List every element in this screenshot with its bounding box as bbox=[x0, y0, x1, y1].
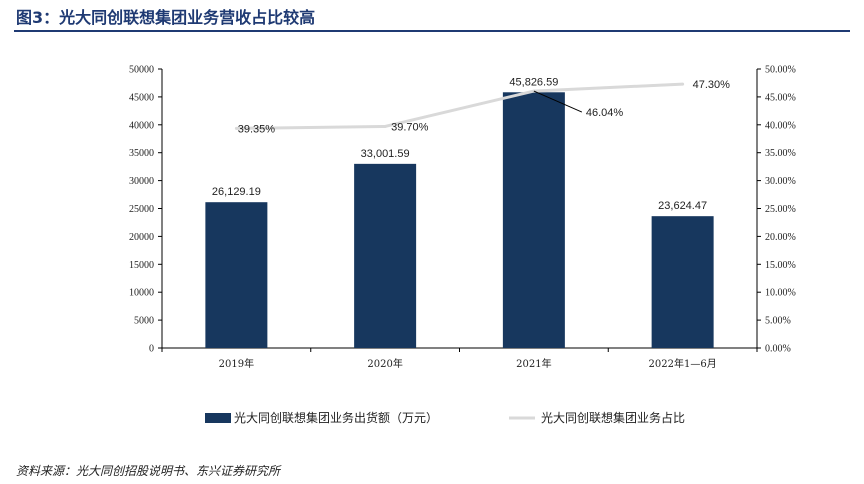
line-point bbox=[234, 126, 238, 130]
x-tick-label: 2022年1—6月 bbox=[649, 357, 717, 370]
right-tick-label: 10.00% bbox=[765, 288, 796, 299]
source-note: 资料来源：光大同创招股说明书、东兴证券研究所 bbox=[16, 464, 281, 478]
line-data-label: 39.70% bbox=[391, 121, 429, 133]
bar-data-label: 45,826.59 bbox=[509, 76, 558, 88]
right-tick-label: 50.00% bbox=[765, 65, 796, 76]
left-tick-label: 45000 bbox=[129, 92, 154, 103]
left-tick-label: 15000 bbox=[129, 260, 154, 271]
share-line bbox=[236, 82, 683, 130]
right-tick-label: 45.00% bbox=[765, 92, 796, 103]
right-tick-label: 5.00% bbox=[765, 316, 791, 327]
left-tick-label: 20000 bbox=[129, 232, 154, 243]
line-data-label: 39.35% bbox=[238, 123, 276, 135]
right-tick-label: 0.00% bbox=[765, 344, 791, 355]
x-tick-label: 2019年 bbox=[219, 357, 254, 370]
x-tick-label: 2021年 bbox=[516, 357, 551, 370]
right-tick-label: 40.00% bbox=[765, 120, 796, 131]
line-data-label: 46.04% bbox=[586, 107, 624, 119]
line-point bbox=[681, 82, 685, 86]
left-tick-label: 5000 bbox=[134, 316, 154, 327]
bar bbox=[651, 216, 714, 348]
right-tick-label: 15.00% bbox=[765, 260, 796, 271]
left-tick-label: 35000 bbox=[129, 148, 154, 159]
right-tick-label: 30.00% bbox=[765, 176, 796, 187]
bar-data-label: 26,129.19 bbox=[212, 186, 261, 198]
bar-data-label: 33,001.59 bbox=[361, 148, 410, 160]
figure-title: 图3：光大同创联想集团业务营收占比较高 bbox=[16, 8, 316, 27]
bar bbox=[502, 92, 565, 348]
right-tick-label: 35.00% bbox=[765, 148, 796, 159]
bar-data-label: 23,624.47 bbox=[658, 200, 707, 212]
title-divider bbox=[14, 30, 850, 32]
legend-bar-swatch bbox=[205, 413, 231, 423]
bar bbox=[354, 163, 417, 348]
legend-bar-label: 光大同创联想集团业务出货额（万元） bbox=[234, 410, 438, 425]
left-tick-label: 30000 bbox=[129, 176, 154, 187]
bar bbox=[205, 202, 268, 348]
left-tick-label: 40000 bbox=[129, 120, 154, 131]
line-data-label: 47.30% bbox=[693, 79, 731, 91]
left-tick-label: 0 bbox=[149, 344, 154, 355]
line-point bbox=[383, 124, 387, 128]
left-tick-label: 50000 bbox=[129, 65, 154, 76]
line-label-leader bbox=[533, 90, 583, 113]
x-tick-label: 2020年 bbox=[367, 357, 402, 370]
right-tick-label: 20.00% bbox=[765, 232, 796, 243]
legend-line-label: 光大同创联想集团业务占比 bbox=[541, 410, 685, 425]
left-tick-label: 25000 bbox=[129, 204, 154, 215]
left-tick-label: 10000 bbox=[129, 288, 154, 299]
right-tick-label: 25.00% bbox=[765, 204, 796, 215]
